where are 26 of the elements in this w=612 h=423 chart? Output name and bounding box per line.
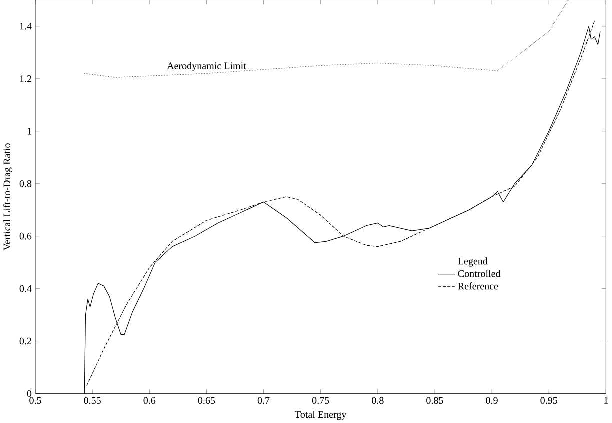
y-tick-label: 1 [28,128,32,134]
y-tick-label: 0.4 [20,285,32,292]
legend-label: Reference [458,282,498,290]
legend-title: Legend [458,257,488,267]
x-tick-label: 0.6 [144,397,156,404]
x-tick-label: 0.55 [84,397,101,404]
y-tick-label: 0.8 [20,180,32,188]
legend-label: Controlled [458,270,501,277]
x-axis-title: Total Energy [295,410,347,420]
y-axis-title: Vertical Lift-to-Drag Ratio [3,143,13,250]
annotation: Aerodynamic Limit [167,62,246,72]
y-tick-label: 1.2 [20,75,32,82]
x-tick-label: 0.7 [258,397,270,404]
y-tick-label: 1.4 [20,22,32,30]
x-tick-label: 0.95 [540,397,558,404]
x-tick-label: 0.75 [312,397,330,404]
x-tick-label: 0.65 [198,397,216,404]
y-tick-label: 0 [27,390,32,397]
x-tick-label: 0.8 [372,397,384,404]
x-tick-label: 0.9 [486,397,498,404]
line-series [84,0,569,78]
y-tick-label: 0.6 [20,232,32,240]
y-tick-label: 0.2 [20,338,32,344]
x-tick-label: 0.5 [30,397,42,404]
x-tick-label: 1 [604,397,608,404]
x-tick-label: 0.85 [426,397,444,404]
